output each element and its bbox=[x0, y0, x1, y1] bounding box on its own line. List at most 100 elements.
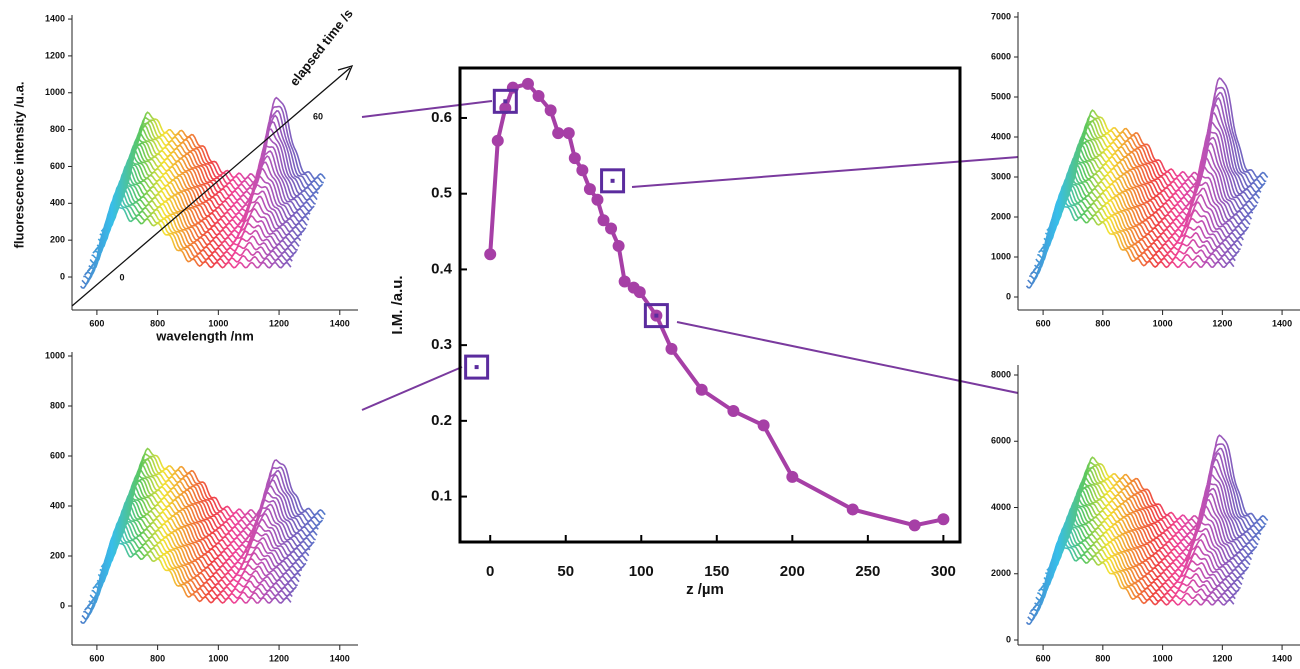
spectrum bbox=[106, 468, 318, 558]
data-point bbox=[665, 342, 678, 355]
spectrum bbox=[1056, 447, 1266, 548]
spectrum bbox=[1051, 473, 1261, 562]
y-tick-label: 2000 bbox=[991, 568, 1011, 578]
y-tick-label: 6000 bbox=[991, 436, 1011, 446]
spectrum bbox=[107, 463, 319, 553]
spectrum bbox=[114, 96, 326, 201]
spectrum bbox=[111, 110, 324, 208]
x-tick-label: 800 bbox=[150, 318, 165, 328]
y-tick-label: 800 bbox=[50, 124, 65, 134]
x-tick-label: 1000 bbox=[1153, 318, 1173, 328]
inset-x-title: wavelength /nm bbox=[155, 328, 254, 343]
x-tick-label: 1200 bbox=[269, 653, 289, 663]
x-tick-label: 1400 bbox=[330, 653, 350, 663]
connector bbox=[361, 366, 463, 411]
data-point bbox=[591, 193, 604, 206]
time-axis bbox=[71, 67, 351, 307]
y-tick-label: 1200 bbox=[45, 50, 65, 60]
highlight-box bbox=[600, 168, 626, 194]
spectrum bbox=[1059, 434, 1269, 542]
x-tick-label: 150 bbox=[704, 563, 729, 580]
x-tick-label: 50 bbox=[557, 563, 574, 580]
data-point bbox=[908, 519, 921, 532]
waterfall bbox=[1025, 77, 1269, 289]
x-tick-label: 250 bbox=[855, 563, 880, 580]
time-tick-label: 60 bbox=[313, 111, 323, 121]
y-tick-label: 4000 bbox=[991, 502, 1011, 512]
x-axis-title: z /µm bbox=[686, 581, 724, 598]
spectrum bbox=[1052, 465, 1262, 558]
y-tick-label: 8000 bbox=[991, 369, 1011, 379]
y-tick-label: 0 bbox=[60, 600, 65, 610]
y-tick-label: 7000 bbox=[991, 11, 1011, 21]
data-point bbox=[491, 134, 504, 147]
data-point bbox=[568, 152, 581, 165]
spectrum bbox=[1051, 120, 1261, 221]
x-tick-label: 300 bbox=[931, 563, 956, 580]
spectrum bbox=[1056, 91, 1266, 207]
x-tick-label: 100 bbox=[629, 563, 654, 580]
y-tick-label: 5000 bbox=[991, 91, 1011, 101]
y-tick-label: 400 bbox=[50, 500, 65, 510]
data-point bbox=[532, 90, 545, 103]
data-point bbox=[605, 222, 618, 235]
x-tick-label: 600 bbox=[89, 653, 104, 663]
y-tick-label: 1400 bbox=[45, 13, 65, 23]
highlight-box bbox=[492, 88, 518, 114]
x-tick-label: 600 bbox=[1036, 318, 1051, 328]
y-tick-label: 0 bbox=[1006, 634, 1011, 644]
y-tick-label: 0.5 bbox=[431, 185, 452, 202]
y-axis-title: I.M. /a.u. bbox=[389, 275, 406, 334]
x-tick-label: 200 bbox=[780, 563, 805, 580]
highlight-box bbox=[643, 303, 669, 329]
spectrum bbox=[1058, 443, 1267, 545]
spectrum bbox=[113, 453, 324, 540]
spectrum bbox=[105, 473, 316, 562]
y-tick-label: 1000 bbox=[45, 87, 65, 97]
x-tick-label: 800 bbox=[1095, 318, 1110, 328]
data-point bbox=[695, 383, 708, 396]
y-tick-label: 4000 bbox=[991, 131, 1011, 141]
spectrum bbox=[1052, 112, 1262, 217]
waterfall bbox=[1025, 434, 1269, 625]
spectrum bbox=[1050, 481, 1259, 565]
highlight-box bbox=[464, 354, 490, 380]
x-tick-label: 1200 bbox=[269, 318, 289, 328]
connector bbox=[361, 100, 493, 118]
x-tick-label: 1200 bbox=[1212, 318, 1232, 328]
spectrum bbox=[105, 137, 316, 226]
y-tick-label: 600 bbox=[50, 161, 65, 171]
data-point bbox=[521, 77, 534, 90]
data-point bbox=[786, 470, 799, 483]
y-tick-label: 200 bbox=[50, 235, 65, 245]
data-point bbox=[552, 127, 565, 140]
spectrum bbox=[111, 456, 324, 544]
spectrum bbox=[106, 132, 318, 222]
data-point bbox=[846, 503, 859, 516]
data-point bbox=[583, 183, 596, 196]
y-tick-label: 0.2 bbox=[431, 412, 452, 429]
spectrum bbox=[113, 105, 324, 205]
x-tick-label: 1000 bbox=[208, 653, 228, 663]
data-point bbox=[597, 214, 610, 227]
highlight-dot bbox=[503, 99, 508, 104]
y-tick-label: 0.3 bbox=[431, 336, 452, 353]
waterfall bbox=[80, 447, 326, 624]
highlight-dot bbox=[654, 313, 659, 318]
y-tick-label: 600 bbox=[50, 450, 65, 460]
spectrum bbox=[1048, 136, 1258, 229]
y-tick-label: 200 bbox=[50, 550, 65, 560]
y-tick-label: 1000 bbox=[45, 350, 65, 360]
data-point bbox=[612, 239, 625, 252]
data-point bbox=[484, 248, 497, 261]
data-point bbox=[757, 419, 770, 432]
y-tick-label: 800 bbox=[50, 400, 65, 410]
spectrum bbox=[1050, 131, 1259, 225]
y-tick-label: 0.6 bbox=[431, 109, 452, 126]
highlight-dot bbox=[610, 178, 615, 183]
spectrum bbox=[1048, 485, 1258, 569]
y-tick-label: 3000 bbox=[991, 171, 1011, 181]
time-tick-label: 0 bbox=[119, 272, 124, 282]
inset-y-title: fluorescence intensity /u.a. bbox=[11, 82, 26, 249]
data-point bbox=[544, 104, 557, 117]
